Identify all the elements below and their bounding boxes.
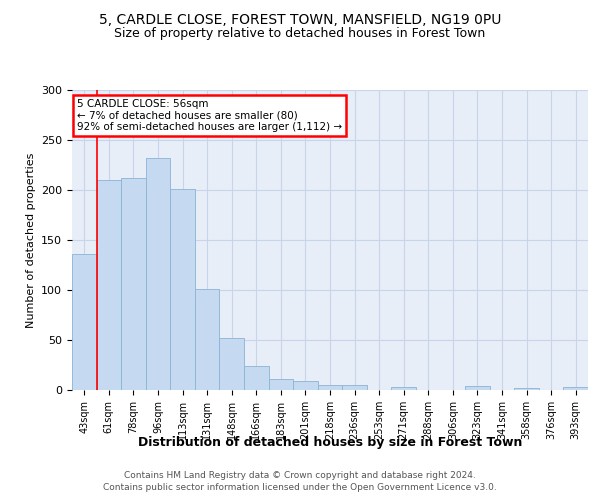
Bar [465,386,490,390]
Bar [72,254,97,390]
Bar [514,388,539,390]
Bar [269,379,293,390]
Text: Size of property relative to detached houses in Forest Town: Size of property relative to detached ho… [115,28,485,40]
Y-axis label: Number of detached properties: Number of detached properties [26,152,35,328]
Bar [244,366,269,390]
Text: Distribution of detached houses by size in Forest Town: Distribution of detached houses by size … [138,436,522,449]
Bar [293,381,318,390]
Bar [563,387,588,390]
Bar [391,387,416,390]
Text: Contains HM Land Registry data © Crown copyright and database right 2024.: Contains HM Land Registry data © Crown c… [124,472,476,480]
Text: Contains public sector information licensed under the Open Government Licence v3: Contains public sector information licen… [103,482,497,492]
Bar [342,385,367,390]
Bar [220,338,244,390]
Bar [121,178,146,390]
Bar [97,180,121,390]
Bar [195,289,220,390]
Text: 5 CARDLE CLOSE: 56sqm
← 7% of detached houses are smaller (80)
92% of semi-detac: 5 CARDLE CLOSE: 56sqm ← 7% of detached h… [77,99,342,132]
Bar [318,385,342,390]
Text: 5, CARDLE CLOSE, FOREST TOWN, MANSFIELD, NG19 0PU: 5, CARDLE CLOSE, FOREST TOWN, MANSFIELD,… [99,12,501,26]
Bar [170,189,195,390]
Bar [146,158,170,390]
